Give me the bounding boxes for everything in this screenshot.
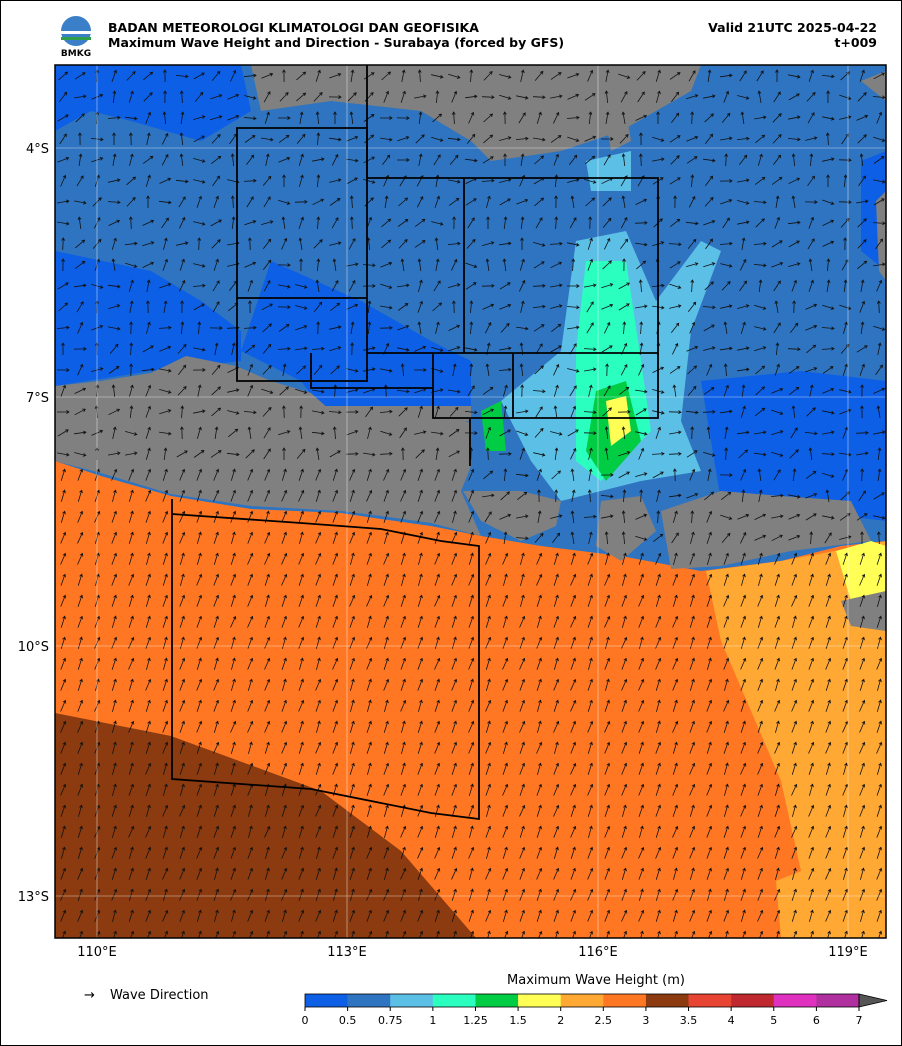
colorbar-segment	[305, 994, 348, 1007]
lon-label: 119°E	[828, 945, 868, 960]
colorbar-tick-label: 4	[728, 1014, 735, 1027]
colorbar-segment	[560, 994, 604, 1007]
colorbar-frame	[304, 993, 860, 1008]
lon-label: 113°E	[327, 945, 367, 960]
forecast-step: t+009	[834, 35, 877, 50]
lat-label: 13°S	[18, 890, 49, 905]
colorbar-tick-label: 6	[813, 1014, 820, 1027]
colorbar-segment	[688, 994, 732, 1007]
colorbar-segment	[518, 994, 561, 1007]
lat-label: 10°S	[18, 640, 49, 655]
colorbar: 0 0.5 0.75 1 1.25 1.5 2 2.5 3 3.5 4 5 6 7	[302, 993, 888, 1027]
colorbar-tick-label: 3	[642, 1014, 649, 1027]
colorbar-tick-label: 3.5	[680, 1014, 698, 1027]
colorbar-tick-label: 0.75	[378, 1014, 403, 1027]
colorbar-extend	[858, 993, 888, 1008]
lat-label: 4°S	[26, 142, 49, 157]
lat-label: 7°S	[26, 391, 49, 406]
colorbar-segment	[432, 994, 476, 1007]
title: Maximum Wave Height and Direction - Sura…	[108, 35, 564, 50]
colorbar-segment	[645, 994, 689, 1007]
colorbar-tick-label: 1	[429, 1014, 436, 1027]
colorbar-tick-label: 2	[557, 1014, 564, 1027]
colorbar-segment	[603, 994, 647, 1007]
logo: BMKG	[61, 16, 91, 59]
arrow-field	[56, 69, 886, 938]
colorbar-segment	[475, 994, 519, 1007]
colorbar-title: Maximum Wave Height (m)	[507, 973, 685, 988]
colorbar-segment	[347, 994, 391, 1007]
colorbar-segment	[816, 994, 860, 1007]
colorbar-tick-label: 5	[770, 1014, 777, 1027]
colorbar-segment	[773, 994, 817, 1007]
lon-label: 116°E	[578, 945, 618, 960]
colorbar-tick-label: 2.5	[595, 1014, 613, 1027]
colorbar-segment	[390, 994, 434, 1007]
agency: BADAN METEOROLOGI KLIMATOLOGI DAN GEOFIS…	[108, 20, 479, 35]
colorbar-tick-label: 7	[856, 1014, 863, 1027]
colorbar-tick-label: 1.25	[463, 1014, 488, 1027]
colorbar-tick-label: 0	[302, 1014, 309, 1027]
legend-arrow: →	[84, 988, 95, 1003]
map-frame	[54, 64, 887, 939]
colorbar-segment	[731, 994, 775, 1007]
legend-label: Wave Direction	[110, 988, 209, 1003]
valid-time: Valid 21UTC 2025-04-22	[708, 20, 877, 35]
logo-text: BMKG	[61, 49, 91, 59]
graticule	[55, 65, 886, 938]
wave-arrows	[56, 69, 886, 938]
zones	[171, 65, 659, 821]
map	[55, 65, 886, 938]
colorbar-tick-label: 1.5	[509, 1014, 527, 1027]
lon-label: 110°E	[77, 945, 117, 960]
colorbar-tick-label: 0.5	[339, 1014, 357, 1027]
